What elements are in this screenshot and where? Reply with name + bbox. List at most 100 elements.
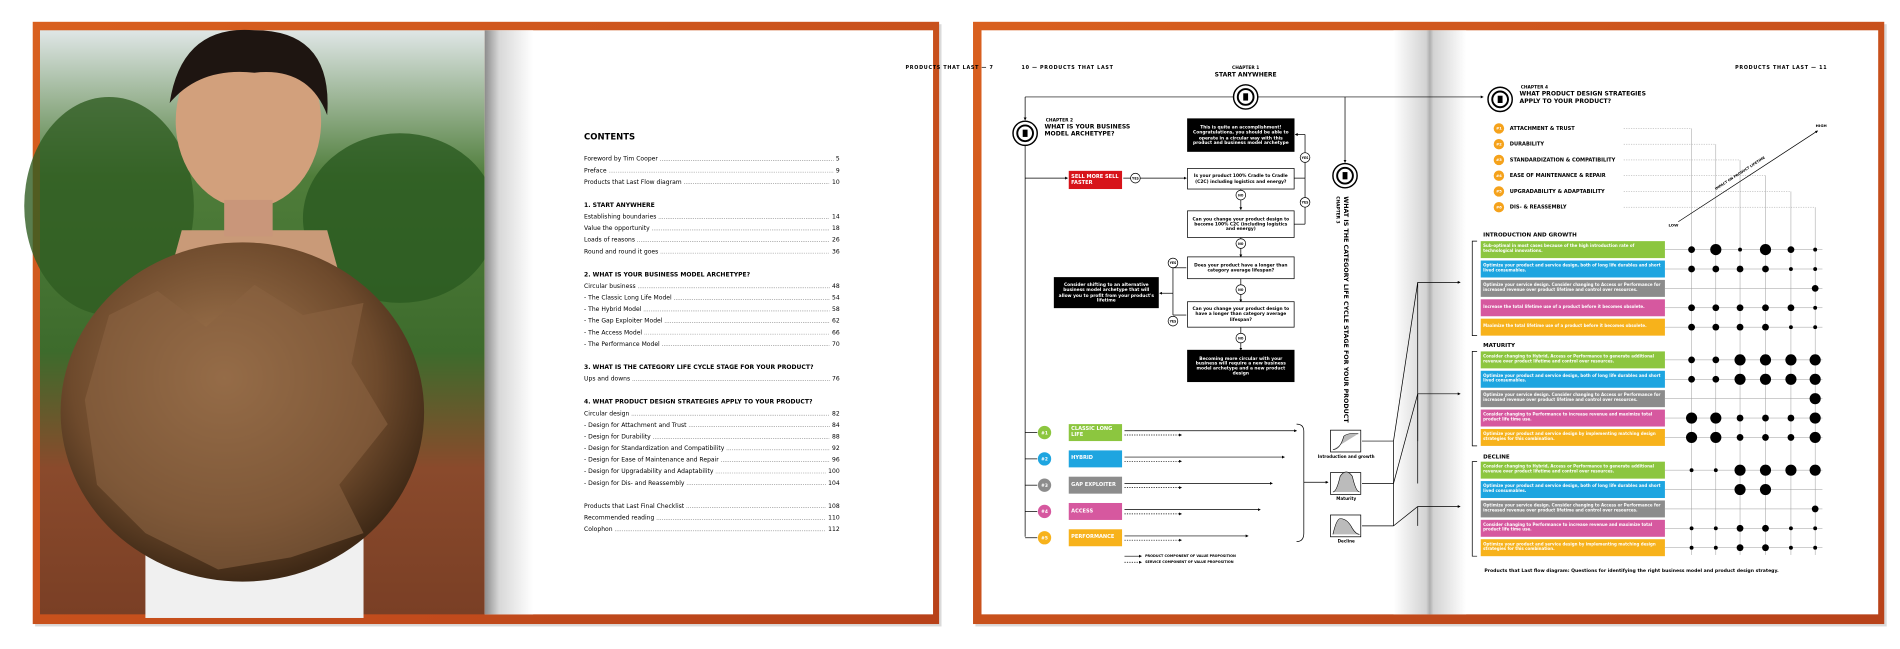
row-text: Optimize your product and service design… [1483, 431, 1656, 442]
flow-text-box: Is your product 100% Cradle to Cradle (C… [1193, 173, 1288, 184]
row-text: Optimize your product and service design… [1483, 483, 1661, 494]
toc-page: 84 [832, 422, 840, 429]
impact-dot [1762, 414, 1769, 422]
chapter-icon-inner [1491, 90, 1509, 109]
strategy-row [1480, 428, 1665, 446]
impact-dot [1762, 304, 1769, 312]
row-text-box: Maximize the total lifetime use of a pro… [1483, 323, 1647, 329]
impact-dot [1759, 373, 1772, 385]
stage-curve [1332, 518, 1360, 535]
answer-badge [1235, 284, 1247, 295]
chapter-label: CHAPTER 1 [1232, 65, 1259, 71]
strategy-row [1480, 351, 1665, 369]
row-text-box: Optimize your product and service design… [1483, 263, 1660, 272]
row-text-box: Sub-optimal in most cases because of the… [1483, 244, 1634, 253]
row-text: Maximize the total lifetime use of a pro… [1483, 323, 1647, 329]
answer-label: NO [1238, 193, 1244, 197]
strategy-number: #4 [1496, 173, 1502, 178]
impact-dot [1688, 246, 1695, 254]
impact-dot [1734, 483, 1746, 496]
chapter-title-box: WHAT PRODUCT DESIGN STRATEGIES APPLY TO … [1520, 91, 1646, 105]
strategy-badge [1493, 201, 1505, 213]
toc-entry: Circular design [584, 410, 629, 417]
model-name: GAP EXPLOITER [1071, 481, 1116, 488]
model-box [1068, 476, 1123, 494]
impact-dot [1688, 375, 1695, 383]
strategy-row [1480, 500, 1665, 518]
row-text-box: Consider changing to Performance to incr… [1483, 412, 1652, 421]
strategy-row [1480, 461, 1665, 479]
impact-dot [1813, 325, 1818, 330]
model-box [1068, 424, 1123, 442]
toc-entry: - The Gap Exploiter Model [584, 318, 663, 325]
toc-page: 70 [832, 341, 840, 348]
strategy-badge [1493, 170, 1505, 181]
toc-page: 54 [832, 295, 840, 302]
row-text: Optimize your service design. Consider c… [1483, 392, 1661, 403]
page-header: PRODUCTS THAT LAST — 11 [1735, 65, 1827, 71]
row-text-box: Consider changing to Hybrid, Access or P… [1483, 354, 1654, 364]
strategy-row [1480, 519, 1665, 537]
axis-low: LOW [1668, 222, 1679, 227]
impact-dot [1688, 265, 1695, 273]
toc-entry: Products that Last Final Checklist [584, 503, 685, 510]
chapter-icon-inner [1016, 124, 1034, 143]
impact-dot [1759, 483, 1772, 496]
model-number: #1 [1041, 430, 1048, 436]
row-text: Consider changing to Hybrid, Access or P… [1483, 464, 1654, 474]
model-name-box: GAP EXPLOITER [1071, 481, 1116, 488]
gutter [484, 30, 534, 615]
impact-dot [1686, 431, 1698, 444]
caption: Products that Last flow diagram: Questio… [1484, 568, 1779, 574]
toc-page: 92 [832, 445, 840, 452]
answer-badge [1299, 152, 1311, 163]
row-text: Optimize your product and service design… [1483, 373, 1661, 383]
impact-dot [1736, 323, 1744, 331]
toc-page: 88 [832, 433, 840, 440]
toc-page: 18 [832, 225, 840, 232]
impact-dot [1809, 393, 1821, 405]
model-name: ACCESS [1071, 507, 1094, 514]
toc-page: 76 [832, 376, 840, 383]
axis-high: HIGH [1816, 123, 1827, 128]
impact-dot [1710, 244, 1722, 256]
chapter-title: WHAT IS THE CATEGORY LIFE CYCLE STAGE FO… [1342, 196, 1349, 423]
toc-page: 36 [832, 248, 840, 255]
impact-dot [1762, 434, 1769, 441]
model-box [1068, 450, 1123, 468]
impact-dot [1785, 464, 1797, 476]
answer-label: NO [1238, 336, 1244, 340]
flow-text-box: Becoming more circular with your busines… [1196, 356, 1286, 376]
impact-dot [1736, 434, 1744, 441]
impact-dot [1710, 412, 1722, 424]
flow-text: Is your product 100% Cradle to Cradle (C… [1193, 173, 1288, 184]
row-text: Consider changing to Hybrid, Access or P… [1483, 354, 1654, 364]
strategy-badge [1493, 123, 1505, 134]
strategy-number: #6 [1496, 204, 1502, 209]
impact-dot [1738, 247, 1742, 252]
strategy-number: #5 [1496, 189, 1502, 194]
model-badge [1037, 504, 1052, 519]
strategy-row [1480, 409, 1665, 427]
row-text: Optimize your product and service design… [1483, 541, 1656, 552]
connector [1393, 282, 1419, 442]
model-badge [1037, 531, 1052, 545]
toc-page: 82 [832, 410, 840, 417]
toc-heading: 2. WHAT IS YOUR BUSINESS MODEL ARCHETYPE… [584, 271, 751, 278]
impact-dot [1734, 354, 1746, 366]
stage-chart-label: Decline [1338, 539, 1355, 544]
toc-entry: - Design for Attachment and Trust [584, 422, 687, 429]
toc-entry: - The Performance Model [584, 341, 660, 348]
toc-entry: - Design for Standardization and Compati… [584, 445, 725, 452]
model-badge [1037, 452, 1052, 466]
flow-text: Can you change your product design to ha… [1192, 306, 1290, 322]
chapter-title-box: WHAT IS YOUR BUSINESS MODEL ARCHETYPE? [1045, 124, 1131, 138]
chapter-label: CHAPTER 4 [1521, 85, 1548, 91]
chapter-icon-inner [1336, 166, 1354, 185]
impact-dot [1809, 373, 1821, 385]
impact-dot [1809, 412, 1821, 424]
impact-dot [1688, 304, 1695, 312]
stage-chart-label: Maturity [1336, 496, 1356, 501]
strategy-row [1480, 390, 1665, 408]
